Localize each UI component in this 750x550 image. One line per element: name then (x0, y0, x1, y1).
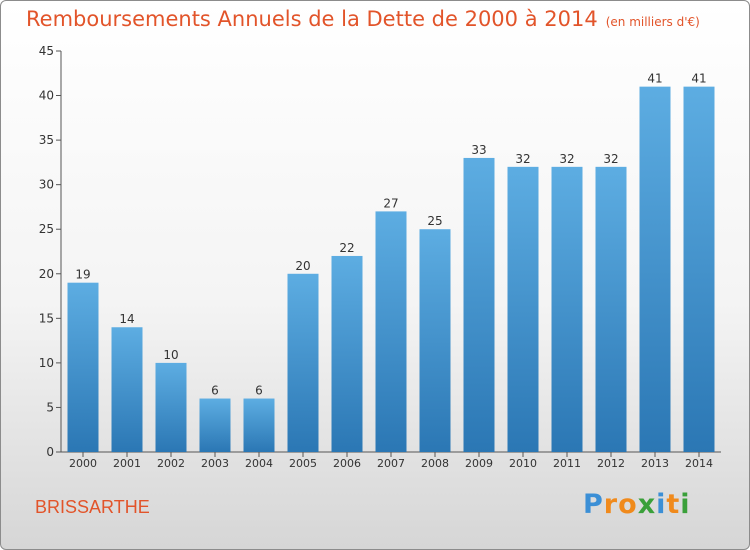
x-tick-label: 2009 (465, 457, 493, 470)
bar (243, 398, 275, 452)
bar (419, 229, 451, 452)
bar (155, 362, 187, 452)
y-tick-label: 5 (46, 400, 54, 414)
x-tick-label: 2008 (421, 457, 449, 470)
y-tick-label: 30 (39, 178, 54, 192)
bar-value-label: 25 (427, 214, 442, 228)
x-tick-label: 2011 (553, 457, 581, 470)
bar (595, 166, 627, 452)
bar-value-label: 22 (339, 241, 354, 255)
logo-letter: i (680, 489, 691, 520)
logo-letter: r (603, 489, 619, 520)
x-tick-label: 2001 (113, 457, 141, 470)
y-tick-label: 15 (39, 311, 54, 325)
chart-title: Remboursements Annuels de la Dette de 20… (26, 7, 700, 31)
chart-value-labels: 19 14 10 6 6 20 22 27 25 33 32 32 32 41 41 (75, 72, 706, 398)
y-tick-label: 10 (39, 356, 54, 370)
x-tick-label: 2014 (685, 457, 713, 470)
y-tick-label: 40 (39, 89, 54, 103)
chart-bars (67, 86, 715, 453)
title-text: Remboursements Annuels de la Dette de 20… (26, 7, 598, 31)
bar-value-label: 41 (691, 72, 706, 86)
bar (639, 86, 671, 453)
commune-name: BRISSARTHE (35, 497, 150, 517)
logo-letter: i (656, 489, 667, 520)
bar-value-label: 32 (603, 152, 618, 166)
logo-letter: t (666, 489, 681, 520)
x-tick-label: 2012 (597, 457, 625, 470)
x-tick-label: 2013 (641, 457, 669, 470)
x-tick-label: 2005 (289, 457, 317, 470)
bar-value-label: 20 (295, 259, 310, 273)
y-tick-label: 0 (46, 445, 54, 459)
bar (683, 86, 715, 453)
bar (287, 273, 319, 452)
proxiti-logo[interactable]: Proxiti (583, 489, 691, 520)
bar-value-label: 6 (255, 384, 263, 398)
bar (375, 211, 407, 452)
bar (67, 282, 99, 452)
y-tick-label: 25 (39, 222, 54, 236)
bar-value-label: 10 (163, 348, 178, 362)
title-unit: (en milliers d'€) (605, 15, 700, 29)
x-tick-label: 2003 (201, 457, 229, 470)
logo-letter: x (637, 489, 657, 520)
x-tick-label: 2007 (377, 457, 405, 470)
bar (463, 157, 495, 452)
bar-value-label: 32 (559, 152, 574, 166)
bar-value-label: 14 (119, 312, 134, 326)
bar (199, 398, 231, 452)
bar (551, 166, 583, 452)
y-tick-label: 35 (39, 133, 54, 147)
bar-value-label: 6 (211, 384, 219, 398)
bar (111, 327, 143, 452)
bar-value-label: 41 (647, 72, 662, 86)
bar-value-label: 33 (471, 143, 486, 157)
bar (507, 166, 539, 452)
chart-axes: 0 5 10 15 20 25 30 35 40 45 2000 2001 2002 2003 2004 20… (39, 44, 721, 470)
y-tick-label: 45 (39, 44, 54, 58)
logo-letter: P (583, 489, 604, 520)
x-tick-label: 2002 (157, 457, 185, 470)
bar-value-label: 32 (515, 152, 530, 166)
x-tick-label: 2004 (245, 457, 273, 470)
x-tick-label: 2010 (509, 457, 537, 470)
x-tick-label: 2000 (69, 457, 97, 470)
y-tick-label: 20 (39, 267, 54, 281)
bar-value-label: 19 (75, 268, 90, 282)
x-tick-label: 2006 (333, 457, 361, 470)
logo-letter: o (618, 489, 638, 520)
bar (331, 255, 363, 452)
bar-value-label: 27 (383, 196, 398, 210)
